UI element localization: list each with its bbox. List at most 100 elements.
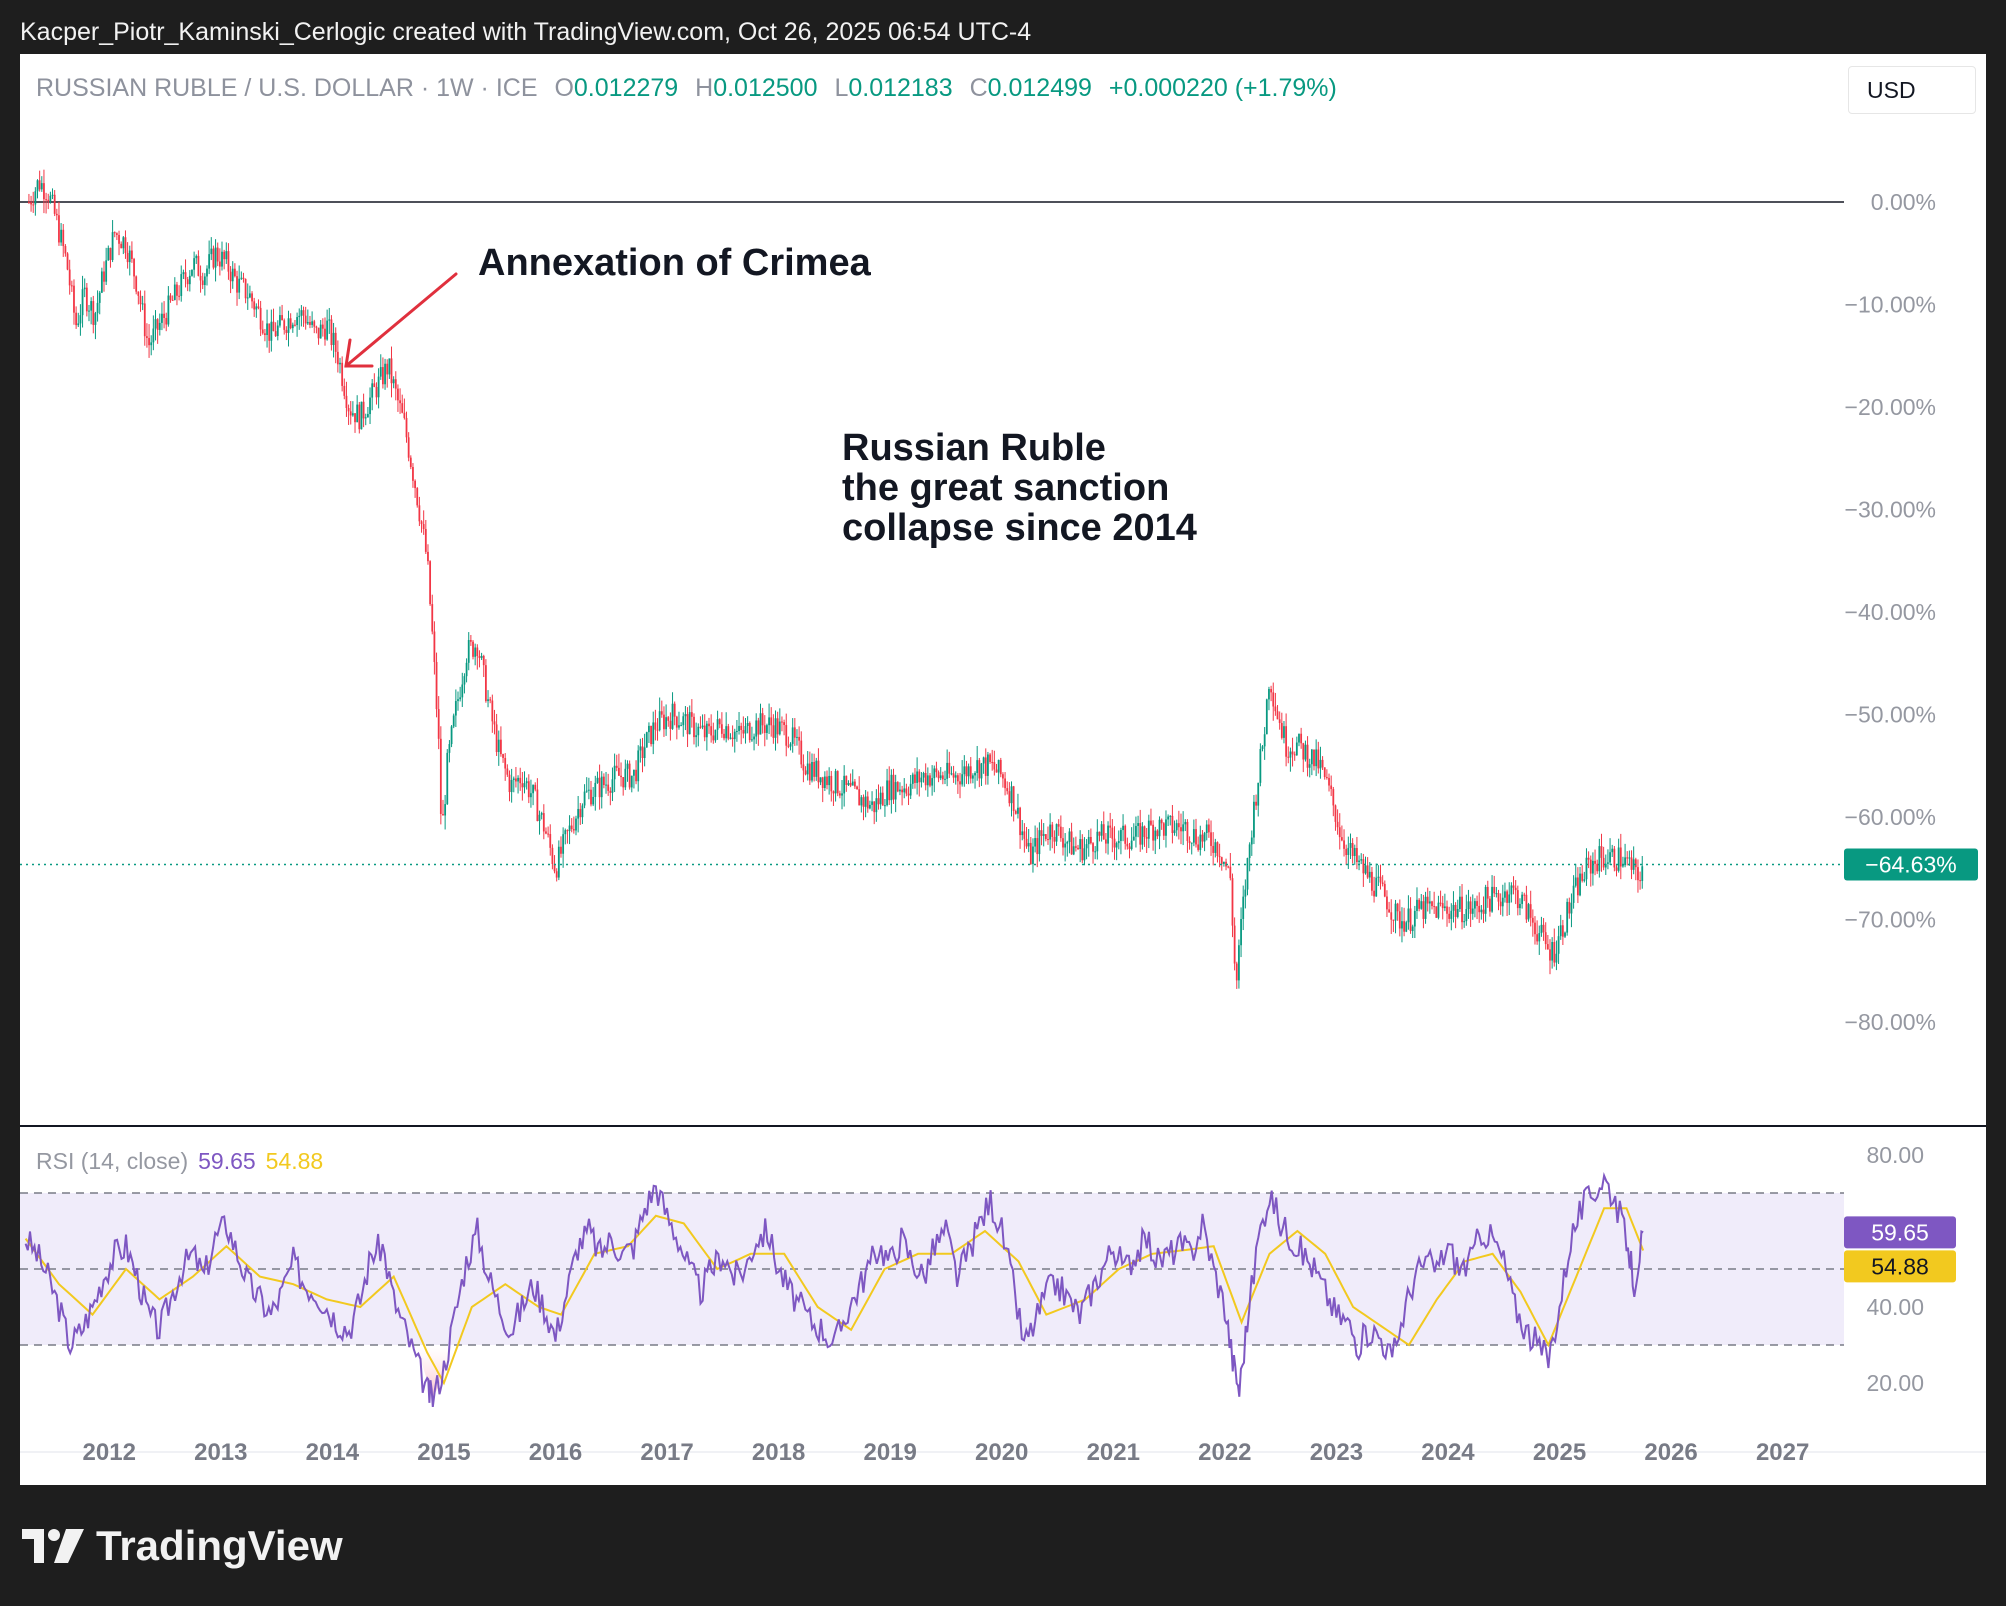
candle-body [1373,890,1375,897]
candle-body [85,287,88,312]
candle-body [223,251,226,260]
candle-body [1401,921,1403,929]
candle-body [987,754,989,776]
candle-body [206,268,208,277]
candle-body [538,814,541,822]
candle-body [266,323,268,336]
candle-body [176,284,178,296]
candle-body [583,791,586,806]
candle-body [637,750,640,782]
candle-body [1066,841,1069,844]
high-label: H [695,74,714,102]
candle-body [1609,852,1611,863]
candle-body [500,739,502,755]
candle-body [1100,824,1103,836]
candle-body [815,760,818,777]
candle-body [686,714,689,735]
candle-body [1014,810,1017,814]
candle-body [302,310,305,316]
candle-body [444,804,447,816]
candle-body [332,332,335,346]
chart-canvas[interactable]: 0.00% −10.00% −20.00% −30.00% −40.00% −50.00%… [20,54,1986,1485]
candle-body [201,280,204,286]
candle-body [137,291,140,296]
rsi-oversold-fill [416,1345,452,1399]
candle-body [536,789,539,822]
candle-body [422,524,425,530]
candle-body [139,295,142,305]
candle-body [435,662,438,710]
candle-body [667,717,670,721]
candle-body [1248,844,1251,859]
candle-body [70,285,73,287]
candle-body [1308,764,1311,768]
candle-body [566,830,569,832]
candle-body [585,790,588,792]
candle-body [602,776,605,786]
candle-body [1180,827,1182,832]
candle-body [66,253,69,270]
candle-body [656,729,659,731]
candle-body [1111,827,1114,839]
candle-body [1486,886,1489,899]
candle-body [321,324,324,329]
rsi-ma-line [24,1207,1645,1386]
candle-body [592,796,595,805]
last-price-label: −64.63% [1865,851,1956,877]
candle-body [830,775,833,792]
candle-body [1353,848,1356,856]
candle-body [926,775,929,786]
candle-body [1493,886,1496,894]
candle-body [98,292,101,303]
candle-body [317,327,320,339]
candle-body [294,324,296,326]
candle-body [1049,824,1052,840]
candle-body [570,825,573,830]
candle-body [939,775,942,779]
candle-body [182,272,185,275]
candle-body [832,791,835,794]
close-label: C [969,74,988,102]
candle-body [838,793,841,796]
candle-body [1501,897,1504,907]
candle-body [697,726,700,736]
candle-body [1117,840,1120,844]
candle-body [261,329,264,334]
rsi-ma-label: 54.88 [1871,1253,1929,1279]
candle-body [701,725,704,728]
chart-panel[interactable]: 0.00% −10.00% −20.00% −30.00% −40.00% −50.00%… [20,54,1986,1485]
candle-body [403,412,406,418]
candle-body [126,252,129,263]
candle-body [980,763,983,779]
candle-body [75,312,78,326]
candle-body [448,744,451,753]
candle-body [465,662,468,677]
candle-body [1576,877,1579,896]
candle-body [1105,839,1107,844]
candle-body [793,727,796,738]
candle-body [1319,759,1322,769]
currency-button[interactable]: USD [1848,66,1976,114]
candle-body [1135,825,1137,837]
candle-body [433,631,436,663]
candle-body [727,726,730,739]
candle-body [725,726,728,739]
candle-body [1392,919,1395,921]
candle-body [1250,837,1253,845]
candle-body [1270,689,1272,693]
candle-body [1484,886,1487,914]
candle-body [1574,877,1577,886]
candle-body [1617,847,1620,871]
candle-body [150,342,153,346]
candle-body [188,275,191,285]
close-value: 0.012499 [987,74,1092,102]
candle-body [1145,836,1148,839]
candle-body [1177,823,1180,828]
tradingview-logo[interactable]: TradingView [22,1522,343,1570]
candle-body [1044,834,1047,839]
candle-body [236,276,238,293]
candle-body [1413,910,1416,927]
candle-body [864,796,867,807]
candle-body [399,400,401,404]
candle-body [487,699,489,702]
